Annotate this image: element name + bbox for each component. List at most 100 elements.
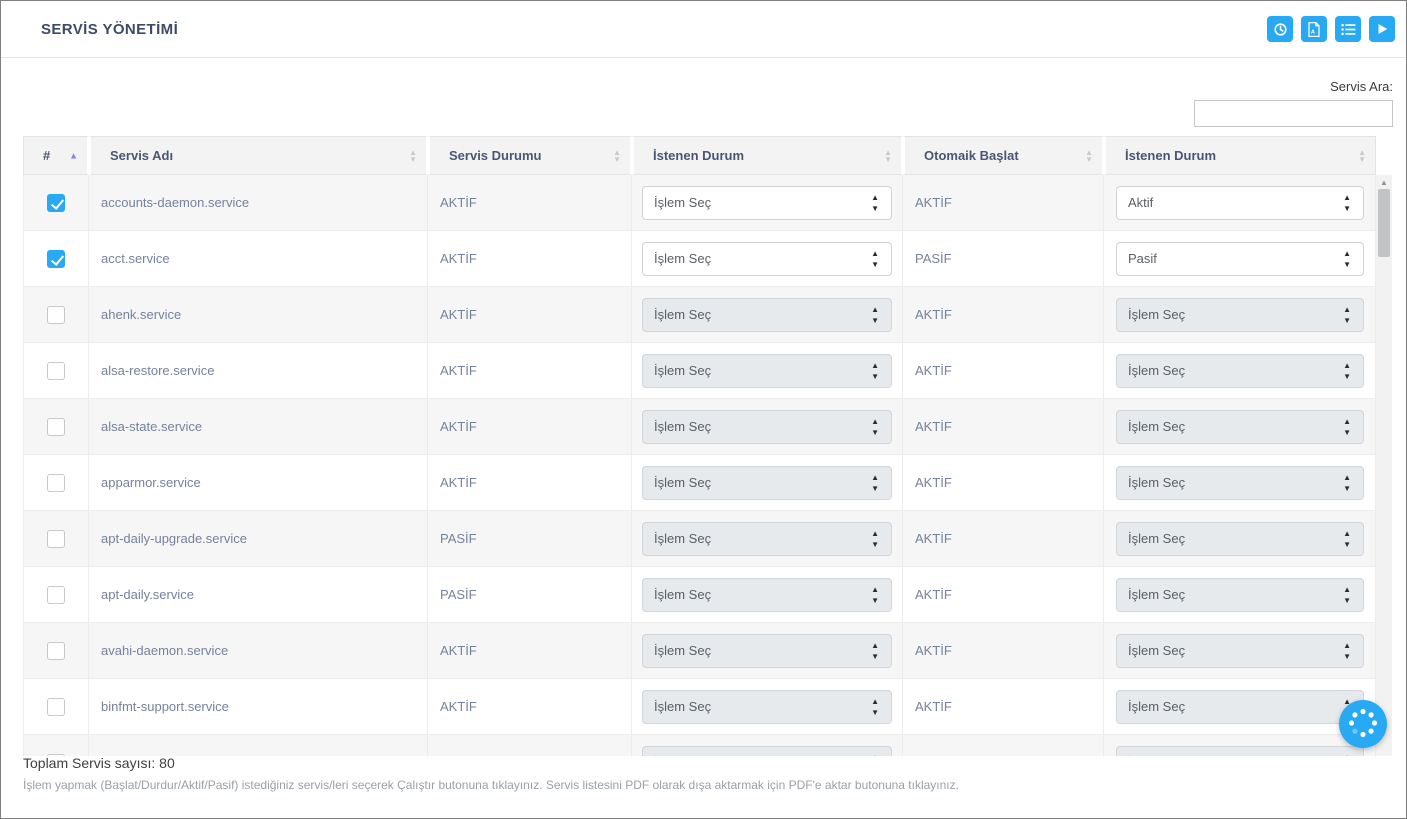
- column-header-desired-state-2[interactable]: İstenen Durum ▲ ▼: [1104, 136, 1376, 175]
- column-header-service-name[interactable]: Servis Adı ▲ ▼: [89, 136, 428, 175]
- autostart-status: AKTİF: [903, 679, 1104, 735]
- export-pdf-button[interactable]: A: [1301, 16, 1327, 42]
- scrollbar-thumb[interactable]: [1378, 189, 1390, 257]
- row-checkbox[interactable]: [47, 193, 65, 212]
- service-name: binfmt-support.service: [89, 679, 428, 735]
- service-status: AKTİF: [428, 679, 632, 735]
- desired-state-select[interactable]: İşlem Seç: [642, 745, 892, 756]
- sort-both-icon: ▲ ▼: [1085, 147, 1093, 164]
- search-input[interactable]: [1194, 100, 1393, 127]
- desired-state-select-2[interactable]: İşlem Seç: [1116, 297, 1364, 332]
- row-checkbox[interactable]: [47, 753, 65, 756]
- sort-both-icon: ▲ ▼: [409, 147, 417, 164]
- floating-widget-button[interactable]: [1339, 700, 1387, 748]
- service-name: alsa-state.service: [89, 399, 428, 455]
- column-header-autostart[interactable]: Otomaik Başlat ▲ ▼: [903, 136, 1104, 175]
- desired-state-select-2[interactable]: Aktif: [1116, 185, 1364, 220]
- service-status: AKTİF: [428, 175, 632, 231]
- table-row: ahenk.service AKTİF İşlem Seç AKTİF İşle…: [23, 287, 1376, 343]
- desired-state-select-2[interactable]: İşlem Seç: [1116, 353, 1364, 388]
- desired-state-select-2[interactable]: İşlem Seç: [1116, 633, 1364, 668]
- autostart-status: AKTİF: [903, 287, 1104, 343]
- row-checkbox[interactable]: [47, 361, 65, 380]
- sort-both-icon: ▲ ▼: [1358, 147, 1366, 164]
- desired-state-select-2[interactable]: İşlem Seç: [1116, 689, 1364, 724]
- table-header-row: # ▲ Servis Adı ▲ ▼ Servis Durumu ▲ ▼ İsten…: [23, 136, 1376, 175]
- table-row: accounts-daemon.service AKTİF İşlem Seç …: [23, 175, 1376, 231]
- service-status: AKTİF: [428, 623, 632, 679]
- clock-icon: [1273, 22, 1288, 37]
- table-row: apt-daily-upgrade.service PASİF İşlem Se…: [23, 511, 1376, 567]
- desired-state-select-2[interactable]: Pasif: [1116, 241, 1364, 276]
- desired-state-select[interactable]: İşlem Seç: [642, 409, 892, 444]
- total-services-text: Toplam Servis sayısı: 80: [23, 755, 959, 771]
- service-name: ahenk.service: [89, 287, 428, 343]
- sort-both-icon: ▲ ▼: [884, 147, 892, 164]
- total-services-count: 80: [159, 755, 175, 771]
- row-checkbox[interactable]: [47, 473, 65, 492]
- total-services-label: Toplam Servis sayısı:: [23, 755, 156, 771]
- pdf-file-icon: A: [1307, 21, 1321, 37]
- desired-state-select[interactable]: İşlem Seç: [642, 185, 892, 220]
- table-row: avahi-daemon.service AKTİF İşlem Seç AKT…: [23, 623, 1376, 679]
- service-status: AKTİF: [428, 455, 632, 511]
- desired-state-select[interactable]: İşlem Seç: [642, 577, 892, 612]
- service-name: apt-daily.service: [89, 567, 428, 623]
- autostart-status: AKTİF: [903, 175, 1104, 231]
- service-status: AKTİF: [428, 399, 632, 455]
- column-header-index[interactable]: # ▲: [23, 136, 89, 175]
- desired-state-select[interactable]: İşlem Seç: [642, 689, 892, 724]
- history-button[interactable]: [1267, 16, 1293, 42]
- autostart-status: [903, 735, 1104, 756]
- column-header-service-status[interactable]: Servis Durumu ▲ ▼: [428, 136, 632, 175]
- desired-state-select[interactable]: İşlem Seç: [642, 241, 892, 276]
- desired-state-select[interactable]: İşlem Seç: [642, 297, 892, 332]
- desired-state-select-2[interactable]: İşlem Seç: [1116, 409, 1364, 444]
- column-header-desired-state[interactable]: İstenen Durum ▲ ▼: [632, 136, 903, 175]
- desired-state-select-2[interactable]: İşlem Seç: [1116, 745, 1364, 756]
- desired-state-select[interactable]: İşlem Seç: [642, 633, 892, 668]
- run-button[interactable]: [1369, 16, 1395, 42]
- row-checkbox[interactable]: [47, 697, 65, 716]
- table-scrollbar[interactable]: ▲: [1376, 175, 1392, 756]
- search-block: Servis Ara:: [1194, 79, 1393, 127]
- service-list-button[interactable]: [1335, 16, 1361, 42]
- desired-state-select-2[interactable]: İşlem Seç: [1116, 465, 1364, 500]
- table-row: alsa-state.service AKTİF İşlem Seç AKTİF…: [23, 399, 1376, 455]
- service-table-zone: # ▲ Servis Adı ▲ ▼ Servis Durumu ▲ ▼ İsten…: [23, 136, 1392, 756]
- row-checkbox[interactable]: [47, 305, 65, 324]
- service-status: AKTİF: [428, 287, 632, 343]
- instruction-note: İşlem yapmak (Başlat/Durdur/Aktif/Pasif)…: [23, 778, 959, 792]
- autostart-status: AKTİF: [903, 455, 1104, 511]
- row-checkbox[interactable]: [47, 585, 65, 604]
- list-icon: [1340, 23, 1356, 36]
- row-checkbox[interactable]: [47, 529, 65, 548]
- scroll-up-icon[interactable]: ▲: [1380, 178, 1388, 187]
- service-status: AKTİF: [428, 231, 632, 287]
- column-label: Servis Durumu: [449, 148, 542, 163]
- desired-state-select-2[interactable]: İşlem Seç: [1116, 521, 1364, 556]
- autostart-status: PASİF: [903, 231, 1104, 287]
- top-bar: SERVİS YÖNETİMİ A: [1, 1, 1406, 58]
- column-label: Servis Adı: [110, 148, 174, 163]
- table-row: acct.service AKTİF İşlem Seç PASİF Pasif: [23, 231, 1376, 287]
- desired-state-select-2[interactable]: İşlem Seç: [1116, 577, 1364, 612]
- play-icon: [1375, 22, 1389, 36]
- row-checkbox[interactable]: [47, 641, 65, 660]
- autostart-status: AKTİF: [903, 343, 1104, 399]
- service-table-body: accounts-daemon.service AKTİF İşlem Seç …: [23, 175, 1376, 756]
- row-checkbox[interactable]: [47, 417, 65, 436]
- desired-state-select[interactable]: İşlem Seç: [642, 465, 892, 500]
- table-row: İşlem Seç İşlem Seç: [23, 735, 1376, 756]
- desired-state-select[interactable]: İşlem Seç: [642, 521, 892, 556]
- desired-state-select[interactable]: İşlem Seç: [642, 353, 892, 388]
- column-label: Otomaik Başlat: [924, 148, 1019, 163]
- service-status: AKTİF: [428, 343, 632, 399]
- autostart-status: AKTİF: [903, 623, 1104, 679]
- table-row: apparmor.service AKTİF İşlem Seç AKTİF İ…: [23, 455, 1376, 511]
- autostart-status: AKTİF: [903, 399, 1104, 455]
- table-row: apt-daily.service PASİF İşlem Seç AKTİF …: [23, 567, 1376, 623]
- service-status: PASİF: [428, 511, 632, 567]
- row-checkbox[interactable]: [47, 249, 65, 268]
